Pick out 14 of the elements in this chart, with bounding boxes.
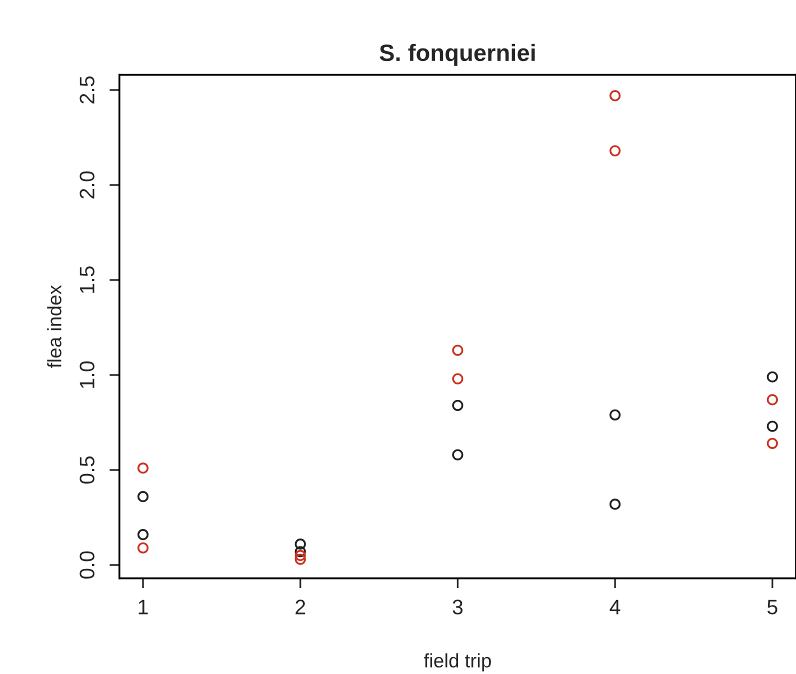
y-tick-label: 2.0 [80,171,94,198]
y-tick-label: 1.5 [80,266,94,293]
x-tick-label: 2 [296,600,306,614]
y-axis-title: flea index [47,285,62,368]
y-tick-label: 1.0 [80,361,94,388]
x-tick-label: 4 [610,600,620,614]
y-tick-label: 0.0 [80,551,94,579]
chart-title: S. fonquerniei [380,44,535,66]
y-tick-label: 0.5 [80,456,94,484]
y-tick-label: 2.5 [80,76,94,104]
x-tick-label: 3 [452,600,463,614]
x-tick-label: 1 [138,600,148,614]
x-axis-title: field trip [424,653,491,672]
x-tick-label: 5 [767,600,778,614]
